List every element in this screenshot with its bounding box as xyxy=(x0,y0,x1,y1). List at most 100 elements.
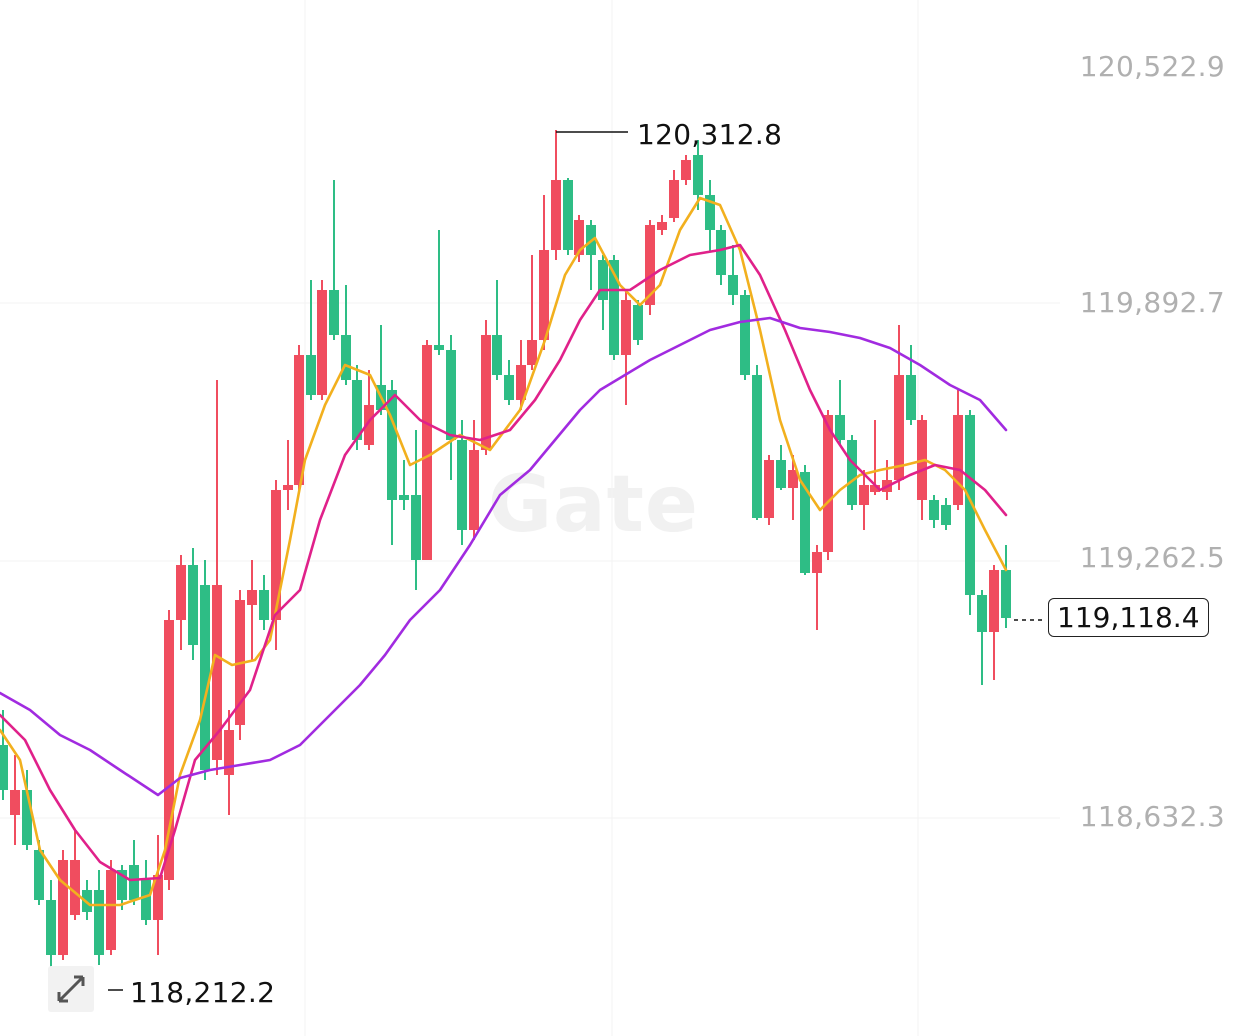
candle xyxy=(906,345,916,425)
candle xyxy=(106,860,116,955)
candle-body xyxy=(434,345,444,350)
candle-body xyxy=(977,595,987,632)
candle-body xyxy=(929,500,939,520)
candle-body xyxy=(859,485,869,505)
candle-body xyxy=(387,390,397,500)
candle-body xyxy=(153,875,163,920)
candle-body xyxy=(740,295,750,375)
candle-body xyxy=(352,380,362,440)
candle-body xyxy=(516,365,526,400)
low-price-label: 118,212.2 xyxy=(130,976,276,1009)
candle-body xyxy=(411,495,421,560)
candle-body xyxy=(800,472,810,573)
candle xyxy=(621,290,631,405)
candle-body xyxy=(446,350,456,440)
candle xyxy=(870,420,880,495)
candle-body xyxy=(812,552,822,573)
last-price-badge: 119,118.4 xyxy=(1048,598,1209,637)
candle-body xyxy=(469,450,479,530)
candle xyxy=(446,335,456,480)
candle-body xyxy=(504,375,514,400)
ma-mid-line xyxy=(0,243,1008,882)
candle-body xyxy=(989,570,999,632)
candle-body xyxy=(422,345,432,560)
candle xyxy=(1001,545,1011,628)
candle-body xyxy=(58,860,68,955)
candle-body xyxy=(906,375,916,420)
candle xyxy=(153,835,163,955)
price-axis-label-4: 118,632.3 xyxy=(1079,800,1225,833)
candle-body xyxy=(894,375,904,480)
candle xyxy=(224,710,234,815)
candle-body xyxy=(212,585,222,760)
candle-body xyxy=(705,195,715,230)
candle-body xyxy=(294,355,304,485)
candle xyxy=(598,255,608,330)
candle-body xyxy=(200,585,210,770)
candle-body xyxy=(633,305,643,340)
candle-body xyxy=(457,440,467,530)
candle-body xyxy=(247,590,257,605)
candle xyxy=(200,560,210,780)
candle-body xyxy=(188,565,198,645)
candle xyxy=(669,170,679,222)
candle-body xyxy=(224,730,234,775)
candle xyxy=(94,870,104,965)
candle xyxy=(633,300,643,345)
candle xyxy=(283,440,293,510)
candle-body xyxy=(34,850,44,900)
candle xyxy=(693,140,703,210)
candle xyxy=(46,880,56,975)
candle-body xyxy=(306,355,316,395)
candle xyxy=(387,380,397,545)
candle-body xyxy=(965,415,975,595)
candle-body xyxy=(10,790,20,815)
candle-body xyxy=(823,415,833,552)
price-axis-label-3: 119,262.5 xyxy=(1079,541,1225,574)
candle-body xyxy=(716,230,726,275)
expand-button[interactable] xyxy=(48,966,94,1012)
candle xyxy=(317,280,327,400)
candle xyxy=(364,370,374,450)
price-markers xyxy=(108,131,1046,991)
candle-body xyxy=(551,180,561,250)
candle-body xyxy=(953,415,963,505)
candle xyxy=(977,590,987,685)
candle-body xyxy=(539,250,549,340)
candle xyxy=(176,555,186,650)
candle xyxy=(551,130,561,260)
price-axis-label-2: 119,892.7 xyxy=(1079,286,1225,319)
candle-body xyxy=(94,890,104,955)
candle xyxy=(859,470,869,530)
candle-body xyxy=(764,460,774,518)
candle xyxy=(352,365,362,450)
candle xyxy=(882,460,892,500)
candle xyxy=(586,220,596,290)
candle-body xyxy=(563,180,573,250)
candle-body xyxy=(728,275,738,295)
candle-body xyxy=(0,745,8,790)
candle-body xyxy=(847,440,857,505)
candle-body xyxy=(621,300,631,355)
candle xyxy=(574,215,584,262)
candle xyxy=(259,575,269,630)
candle-body xyxy=(527,340,537,365)
candle xyxy=(306,280,316,400)
candle xyxy=(812,545,822,630)
candle-body xyxy=(283,485,293,490)
candle-body xyxy=(788,470,798,488)
candle-body xyxy=(574,220,584,255)
candle xyxy=(657,215,667,235)
candle xyxy=(492,280,502,380)
candle xyxy=(117,865,127,910)
candle xyxy=(58,850,68,960)
candle-body xyxy=(70,860,80,915)
candle xyxy=(823,410,833,560)
candle xyxy=(776,445,786,490)
candles xyxy=(0,130,1011,975)
candle xyxy=(716,225,726,285)
candle xyxy=(481,320,491,455)
candle xyxy=(141,860,151,925)
price-axis-label-1: 120,522.9 xyxy=(1079,50,1225,83)
